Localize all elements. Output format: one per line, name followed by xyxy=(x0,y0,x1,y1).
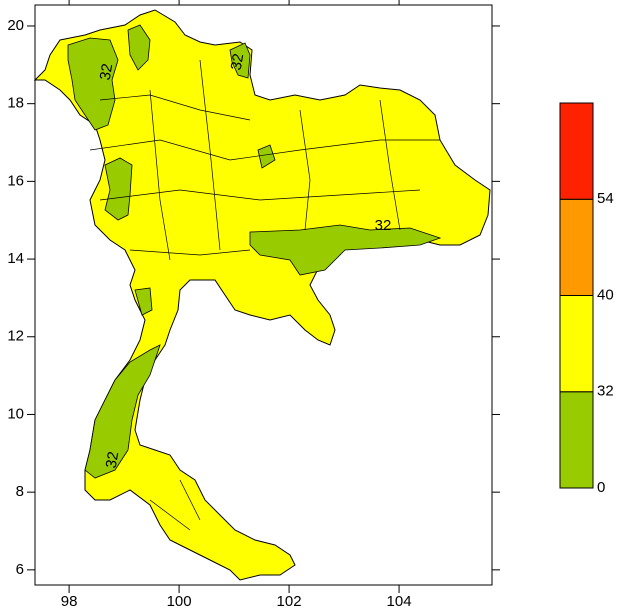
low-zone xyxy=(257,144,276,169)
low-zone xyxy=(84,344,161,479)
y-tick-label: 16 xyxy=(7,172,24,189)
y-tick-label: 8 xyxy=(16,483,24,500)
colorbar-segment xyxy=(559,102,594,200)
low-zone xyxy=(229,42,251,79)
y-tick-label: 18 xyxy=(7,95,24,112)
contour-label: 32 xyxy=(228,52,248,71)
contour-label: 32 xyxy=(97,62,117,81)
y-tick-label: 6 xyxy=(16,561,24,578)
low-zone xyxy=(67,37,119,131)
colorbar-label: 32 xyxy=(597,383,614,400)
x-tick-label: 98 xyxy=(61,593,78,610)
low-zone xyxy=(127,24,151,71)
y-tick-label: 14 xyxy=(7,250,24,267)
colorbar-segment xyxy=(559,198,594,296)
colorbar-label: 54 xyxy=(597,190,614,207)
colorbar-segment xyxy=(559,295,594,393)
x-tick-label: 102 xyxy=(277,593,302,610)
contour-label: 32 xyxy=(103,450,123,469)
y-tick-label: 10 xyxy=(7,405,24,422)
contour-label: 32 xyxy=(375,217,392,234)
x-tick-label: 100 xyxy=(167,593,192,610)
low-zone xyxy=(104,157,133,221)
y-tick-label: 12 xyxy=(7,328,24,345)
y-tick-label: 20 xyxy=(7,17,24,34)
x-tick-label: 104 xyxy=(387,593,412,610)
colorbar-label: 40 xyxy=(597,286,614,303)
colorbar-label: 0 xyxy=(597,479,605,496)
low-zone xyxy=(134,287,153,316)
low-zone xyxy=(249,224,442,276)
province-borders xyxy=(89,59,440,531)
colorbar-segment xyxy=(559,391,594,489)
